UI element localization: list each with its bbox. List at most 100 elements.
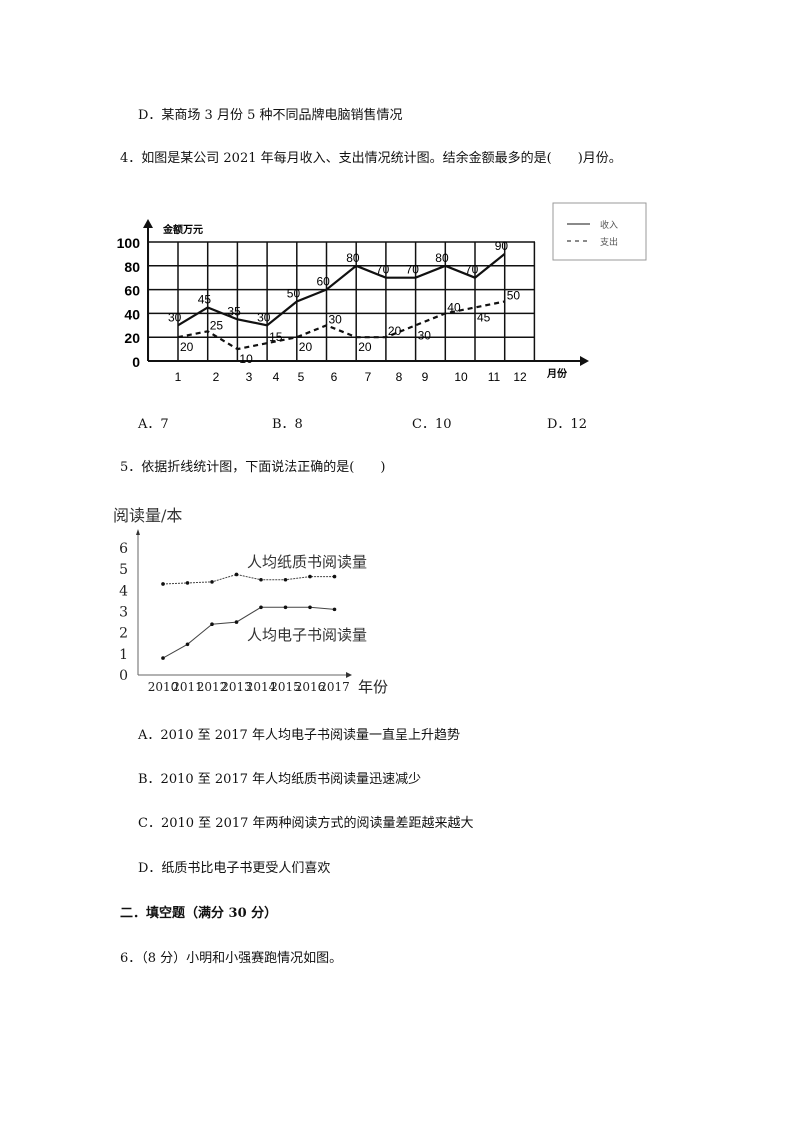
data-label: 45 [477, 310, 491, 324]
data-point [161, 656, 165, 660]
q4-option-d: D．12 [547, 417, 587, 432]
data-label: 20 [358, 340, 372, 354]
data-label: 40 [447, 300, 461, 314]
data-point [308, 605, 312, 610]
series-label: 人均电子书阅读量 [247, 626, 367, 644]
x-tick-label: 2015 [270, 680, 301, 694]
data-point [332, 607, 337, 612]
y-axis-arrow [143, 219, 153, 228]
legend-label-expense: 支出 [600, 236, 618, 247]
data-label: 80 [346, 251, 360, 265]
x-tick-label: 2016 [295, 680, 326, 694]
data-point [259, 577, 263, 582]
y-axis-arrow [136, 529, 140, 535]
y-tick-label: 100 [117, 235, 141, 251]
q5-option-d: D．纸质书比电子书更受人们喜欢 [138, 861, 331, 876]
data-label: 45 [198, 292, 212, 306]
q6-stem: 6．（8 分）小明和小强赛跑情况如图。 [120, 951, 343, 966]
data-point [234, 572, 239, 577]
y-tick-label: 1 [119, 647, 128, 663]
x-tick-label: 8 [396, 370, 403, 384]
series-line-expense [177, 300, 505, 351]
y-tick-label: 40 [124, 306, 140, 322]
data-point [283, 577, 288, 582]
x-tick-label: 2014 [246, 680, 277, 694]
q3-option-d: D．某商场 3 月份 5 种不同品牌电脑销售情况 [138, 108, 403, 123]
y-tick-label: 5 [119, 562, 128, 578]
x-tick-label: 1 [175, 370, 182, 384]
x-tick-label: 2012 [197, 680, 228, 694]
x-tick-label: 2011 [172, 680, 203, 694]
x-tick-label: 11 [488, 370, 501, 384]
x-tick-label: 2017 [319, 680, 350, 694]
data-label: 20 [299, 340, 313, 354]
data-label: 50 [287, 287, 301, 301]
x-axis-arrow [580, 356, 589, 366]
q4-stem: 4．如图是某公司 2021 年每月收入、支出情况统计图。结余金额最多的是( )月… [120, 151, 622, 166]
reading-chart: 阅读量/本 0 1 2 3 4 5 6 2010201120122013201420152016… [113, 506, 388, 696]
q5-stem: 5．依据折线统计图，下面说法正确的是( ) [120, 460, 386, 475]
data-label: 30 [257, 310, 271, 324]
x-tick-label: 7 [365, 370, 372, 384]
data-point [259, 605, 263, 610]
y-tick-label: 4 [119, 583, 128, 599]
x-tick-label: 5 [298, 370, 305, 384]
y-tick-label: 0 [132, 354, 140, 370]
data-point [210, 622, 214, 626]
q5-option-c: C．2010 至 2017 年两种阅读方式的阅读量差距越来越大 [138, 816, 474, 831]
legend-box [552, 202, 647, 261]
data-point [185, 642, 190, 647]
x-tick-label: 2010 [148, 680, 179, 694]
x-tick-label: 10 [454, 370, 468, 384]
y-tick-label: 2 [119, 626, 128, 642]
data-point [308, 574, 312, 579]
y-tick-label: 0 [119, 668, 128, 684]
data-label: 90 [495, 239, 509, 253]
data-point [185, 581, 190, 585]
data-label: 20 [388, 324, 402, 338]
data-point [234, 620, 239, 624]
data-label: 70 [465, 263, 479, 277]
x-tick-label: 4 [273, 370, 280, 384]
data-label: 30 [168, 310, 182, 324]
data-point [161, 582, 165, 586]
x-tick-label: 2013 [221, 680, 252, 694]
data-label: 25 [210, 318, 224, 332]
q4-option-a: A．7 [138, 417, 169, 432]
section-title: 二．填空题（满分 30 分） [120, 906, 278, 921]
data-label: 70 [376, 263, 390, 277]
x-tick-label: 9 [422, 370, 429, 384]
x-tick-label: 6 [331, 370, 338, 384]
data-point [332, 574, 337, 579]
data-label: 70 [406, 263, 420, 277]
data-label: 50 [507, 289, 521, 303]
x-tick-label: 3 [246, 370, 253, 384]
y-tick-label: 20 [124, 330, 140, 346]
x-axis-label: 年份 [358, 678, 388, 696]
series-label: 人均纸质书阅读量 [247, 553, 367, 571]
data-label: 30 [418, 328, 432, 342]
q5-option-a: A．2010 至 2017 年人均电子书阅读量一直呈上升趋势 [138, 728, 460, 743]
q4-option-b: B．8 [272, 417, 303, 432]
x-tick-label: 2 [213, 370, 220, 384]
data-label: 15 [269, 330, 283, 344]
q5-option-b: B．2010 至 2017 年人均纸质书阅读量迅速减少 [138, 772, 422, 787]
data-label: 10 [239, 352, 253, 366]
legend-label-income: 收入 [600, 219, 618, 230]
data-point [283, 605, 288, 610]
series-line-paper [162, 573, 335, 585]
q4-option-c: C．10 [412, 417, 452, 432]
data-point [210, 580, 214, 584]
data-label: 35 [227, 304, 241, 318]
data-label: 80 [435, 251, 449, 265]
y-tick-label: 3 [119, 605, 128, 621]
x-axis-label: 月份 [546, 367, 568, 380]
series-line-income [177, 253, 506, 327]
y-axis-label: 阅读量/本 [113, 506, 182, 525]
data-label: 20 [180, 340, 194, 354]
data-label: 30 [329, 312, 343, 326]
series-line-ebook [162, 606, 335, 659]
y-tick-label: 6 [119, 541, 128, 557]
